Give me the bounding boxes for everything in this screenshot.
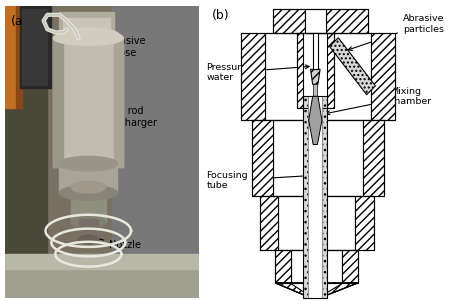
Bar: [20, 6, 51, 88]
Bar: [22, 9, 47, 85]
Bar: [5, 254, 199, 269]
Ellipse shape: [59, 186, 118, 200]
Bar: [326, 9, 368, 33]
Text: (b): (b): [212, 9, 229, 22]
Ellipse shape: [57, 28, 119, 42]
Bar: [297, 33, 303, 108]
Ellipse shape: [53, 31, 123, 45]
Bar: [241, 33, 265, 120]
Text: Pressurized
water: Pressurized water: [207, 63, 309, 82]
Bar: [371, 33, 395, 120]
Bar: [355, 196, 374, 250]
Bar: [5, 6, 47, 298]
Bar: [53, 38, 123, 167]
Ellipse shape: [79, 235, 98, 244]
Bar: [260, 196, 374, 250]
Bar: [71, 187, 106, 222]
Bar: [305, 9, 326, 33]
Bar: [273, 9, 305, 33]
Text: Mixing
chamber: Mixing chamber: [326, 87, 432, 115]
Bar: [252, 120, 273, 196]
Bar: [260, 196, 278, 250]
Polygon shape: [310, 69, 320, 84]
Bar: [342, 250, 358, 283]
Bar: [297, 33, 334, 108]
Bar: [111, 6, 199, 269]
Bar: [79, 219, 98, 240]
Bar: [292, 250, 342, 283]
Ellipse shape: [71, 181, 106, 193]
Text: Abrasive
hose: Abrasive hose: [67, 24, 146, 58]
Polygon shape: [318, 283, 358, 298]
Bar: [308, 96, 322, 298]
Bar: [313, 84, 318, 96]
Bar: [275, 250, 358, 283]
Ellipse shape: [59, 157, 118, 171]
Bar: [327, 33, 334, 108]
Polygon shape: [275, 283, 358, 298]
Bar: [5, 6, 17, 108]
Bar: [252, 120, 384, 196]
Polygon shape: [275, 283, 313, 298]
Polygon shape: [329, 38, 375, 95]
Bar: [273, 120, 363, 196]
Bar: [322, 96, 327, 298]
Text: Abrasive
particles: Abrasive particles: [348, 14, 445, 51]
Bar: [114, 38, 123, 167]
Bar: [313, 33, 318, 69]
Bar: [59, 164, 118, 193]
Text: Nozzle: Nozzle: [82, 234, 141, 250]
Ellipse shape: [55, 29, 121, 44]
Text: Pull rod
supercharger: Pull rod supercharger: [81, 106, 158, 128]
Bar: [278, 196, 355, 250]
Text: (a): (a): [10, 15, 28, 28]
Bar: [275, 250, 292, 283]
Polygon shape: [309, 96, 322, 144]
Bar: [53, 38, 63, 167]
Bar: [63, 18, 109, 41]
Bar: [59, 12, 114, 41]
Bar: [5, 260, 199, 298]
Bar: [303, 96, 308, 298]
Bar: [273, 9, 368, 33]
Bar: [265, 33, 371, 120]
Bar: [303, 96, 327, 298]
Bar: [363, 120, 384, 196]
Text: Focusing
tube: Focusing tube: [207, 171, 323, 190]
Bar: [17, 6, 22, 108]
Ellipse shape: [71, 216, 106, 228]
Bar: [241, 33, 395, 120]
